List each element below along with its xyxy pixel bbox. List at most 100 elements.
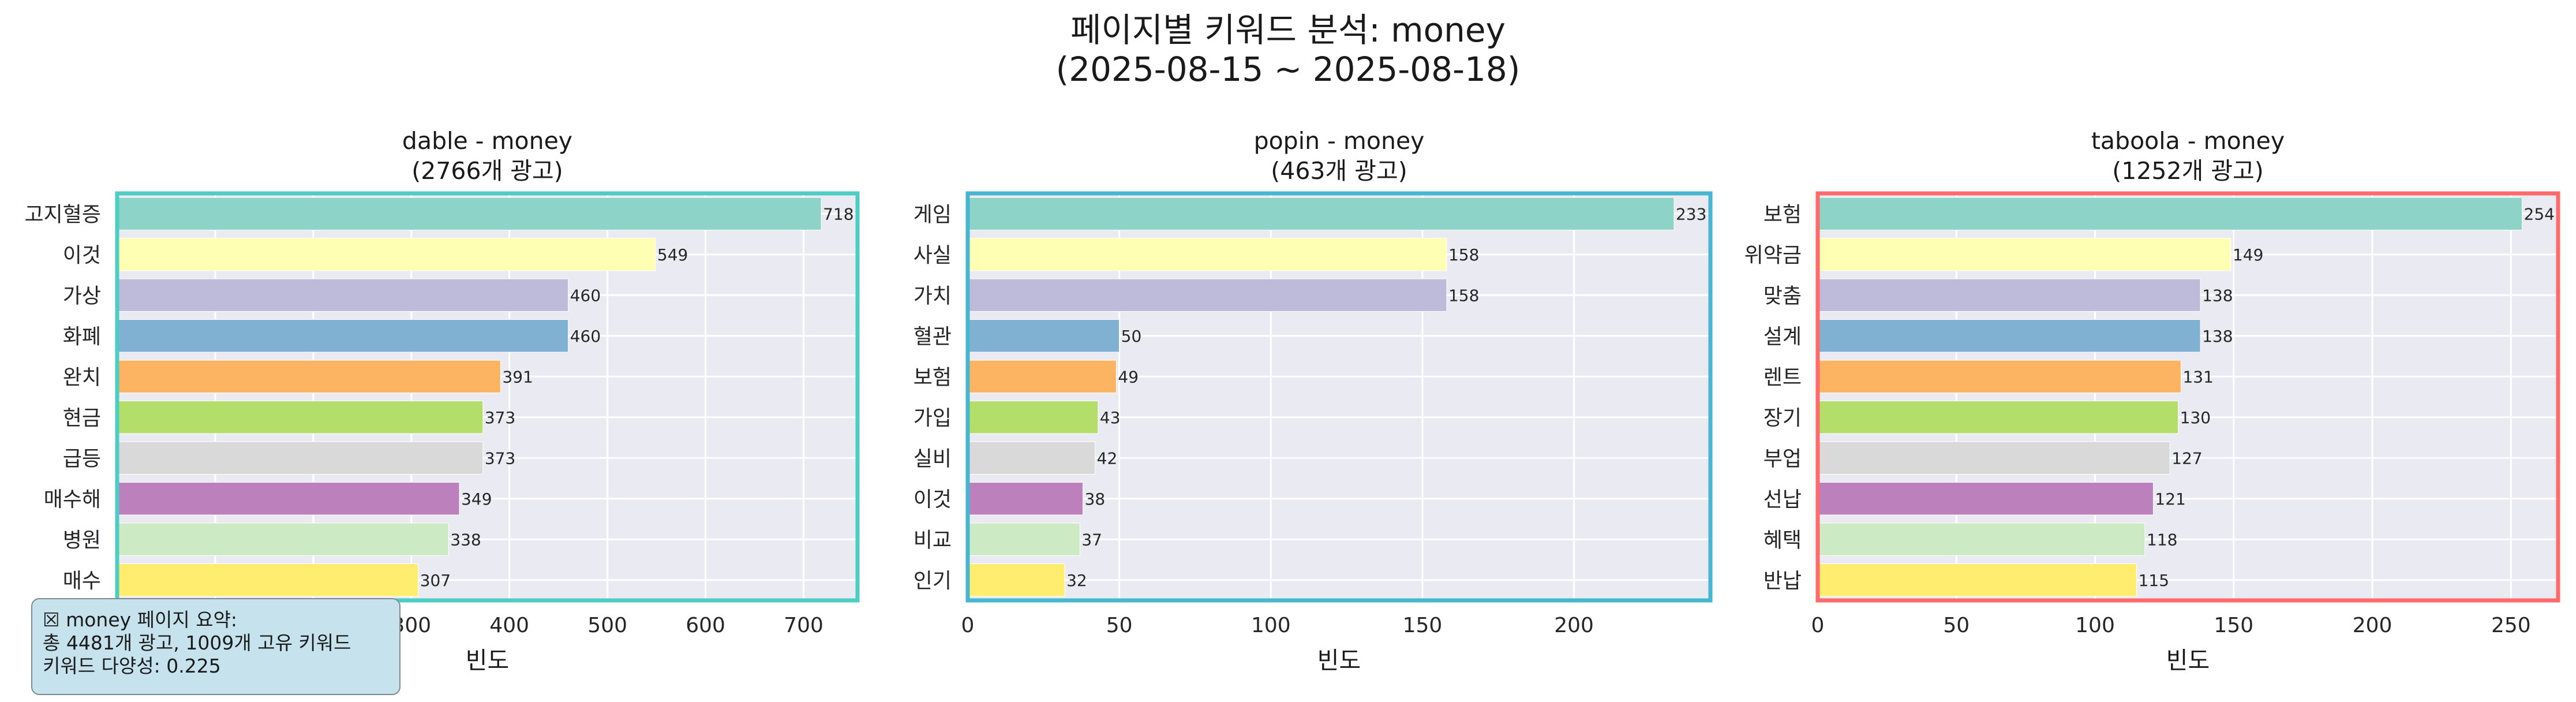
y-tick-label: 가치 — [913, 284, 952, 308]
data-label: 391 — [502, 367, 533, 386]
bar — [967, 401, 1099, 434]
bar — [117, 401, 484, 434]
x-tick-label: 200 — [2353, 614, 2392, 637]
x-tick-label: 50 — [1943, 614, 1970, 637]
bar — [1817, 401, 2179, 434]
data-label: 338 — [450, 530, 481, 549]
bar — [1817, 319, 2201, 353]
data-label: 42 — [1097, 449, 1118, 468]
bar — [1817, 360, 2181, 393]
data-label: 37 — [1081, 530, 1102, 549]
data-label: 233 — [1676, 204, 1706, 223]
data-label: 127 — [2171, 449, 2202, 468]
y-tick-label: 현금 — [63, 406, 101, 430]
figure-title-line2: (2025-08-15 ~ 2025-08-18) — [1056, 50, 1521, 89]
data-label: 131 — [2182, 367, 2213, 386]
x-tick-label: 150 — [2214, 614, 2253, 637]
plot-frame — [115, 191, 860, 603]
summary-line-2: 총 4481개 광고, 1009개 고유 키워드 — [43, 632, 351, 654]
y-tick-label: 설계 — [1763, 325, 1802, 349]
y-tick-label: 화폐 — [63, 325, 101, 349]
y-tick-label: 인기 — [913, 569, 952, 593]
y-tick-label: 이것 — [913, 488, 952, 511]
chart-panel-3: 0 50 100 150 200 250 254 보험 149 위약금 138 맞춤 138 설계 131 렌… — [1744, 127, 2560, 674]
data-label: 49 — [1118, 367, 1139, 386]
summary-box: ☒ money 페이지 요약: 총 4481개 광고, 1009개 고유 키워드… — [31, 598, 400, 695]
bar — [967, 563, 1065, 597]
y-tick-label: 맞춤 — [1763, 284, 1802, 308]
data-label: 254 — [2524, 204, 2555, 223]
bar — [967, 319, 1120, 353]
figure-title-line1: 페이지별 키워드 분석: money — [1070, 10, 1506, 50]
x-tick-label: 200 — [1554, 614, 1594, 637]
data-label: 38 — [1085, 490, 1106, 509]
y-tick-label: 가상 — [63, 284, 101, 308]
data-label: 121 — [2155, 490, 2185, 509]
y-tick-label: 렌트 — [1763, 365, 1802, 389]
y-tick-label: 비교 — [913, 528, 952, 552]
bar — [117, 482, 460, 516]
bar — [117, 197, 822, 230]
y-tick-label: 선납 — [1763, 488, 1802, 511]
subplot-title-line2: (463개 광고) — [1271, 157, 1407, 185]
data-label: 149 — [2233, 245, 2263, 264]
x-tick-label: 150 — [1403, 614, 1443, 637]
summary-line-3: 키워드 다양성: 0.225 — [43, 655, 221, 677]
data-label: 43 — [1100, 408, 1121, 427]
y-tick-label: 실비 — [913, 447, 952, 471]
subplot-title-line1: popin - money — [1254, 127, 1425, 155]
y-tick-label: 이것 — [63, 244, 101, 267]
bar — [1817, 238, 2231, 271]
y-tick-label: 혈관 — [913, 325, 952, 349]
x-tick-label: 700 — [784, 614, 823, 637]
y-tick-label: 완치 — [63, 365, 101, 389]
subplot-title-line1: dable - money — [402, 127, 572, 155]
y-tick-label: 장기 — [1763, 406, 1802, 430]
bar — [1817, 482, 2154, 516]
data-label: 118 — [2147, 530, 2177, 549]
x-tick-label: 250 — [2491, 614, 2531, 637]
y-tick-label: 급등 — [63, 447, 101, 471]
data-label: 549 — [657, 245, 688, 264]
bar — [967, 197, 1675, 230]
chart-panel-2: 0 50 100 150 200 233 게임 158 사실 158 가치 50 혈관 49 보험 43 가입 4… — [913, 127, 1713, 674]
y-tick-label: 혜택 — [1763, 528, 1802, 552]
x-axis-label: 빈도 — [466, 647, 509, 674]
data-label: 460 — [570, 327, 601, 346]
data-label: 32 — [1066, 571, 1087, 590]
y-tick-label: 보험 — [1763, 203, 1802, 226]
chart-panel-1: 100200300400500600700718고지혈증549이것460가상46… — [25, 127, 860, 674]
x-axis-label: 빈도 — [1317, 647, 1361, 674]
data-label: 373 — [485, 449, 515, 468]
y-tick-label: 게임 — [913, 203, 952, 226]
data-label: 138 — [2202, 286, 2233, 305]
bar — [1817, 563, 2137, 597]
y-tick-label: 매수 — [63, 569, 101, 593]
bar — [967, 278, 1447, 312]
y-tick-label: 가입 — [913, 406, 952, 430]
bar — [1817, 441, 2170, 475]
bar — [117, 360, 501, 393]
y-tick-label: 위약금 — [1744, 244, 1802, 267]
bar — [967, 238, 1447, 271]
summary-line-1: ☒ money 페이지 요약: — [43, 608, 238, 631]
x-tick-label: 500 — [587, 614, 627, 637]
x-tick-label: 0 — [961, 614, 975, 637]
x-tick-label: 600 — [686, 614, 725, 637]
bar — [117, 278, 569, 312]
data-label: 460 — [570, 286, 601, 305]
bar — [117, 441, 484, 475]
x-tick-label: 100 — [1251, 614, 1291, 637]
data-label: 50 — [1121, 327, 1142, 346]
bar — [117, 238, 656, 271]
data-label: 158 — [1448, 286, 1479, 305]
bar — [967, 360, 1117, 393]
bar — [117, 319, 569, 353]
y-tick-label: 보험 — [913, 365, 952, 389]
x-axis-label: 빈도 — [2166, 647, 2210, 674]
subplot-title-line1: taboola - money — [2091, 127, 2285, 155]
subplot-title-line2: (2766개 광고) — [411, 157, 563, 185]
data-label: 307 — [420, 571, 451, 590]
